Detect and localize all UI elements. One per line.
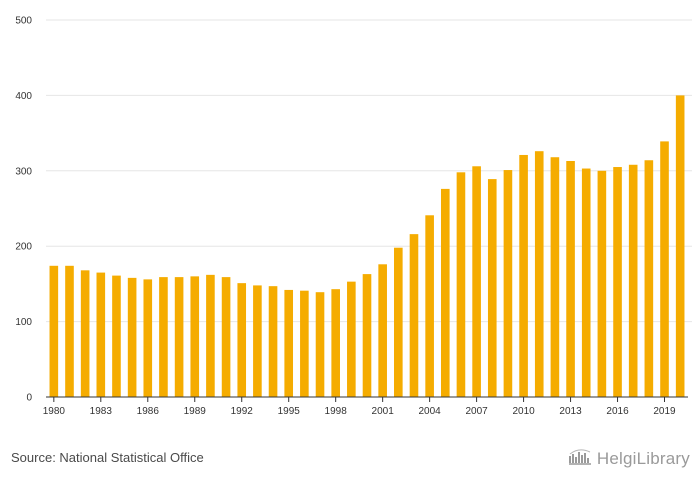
bar-1980[interactable] <box>49 265 59 397</box>
bar-1994[interactable] <box>268 286 278 397</box>
bar-2010[interactable] <box>519 154 528 397</box>
x-tick-label: 2010 <box>512 406 535 417</box>
bar-2003[interactable] <box>409 234 419 397</box>
brand-name: HelgiLibrary <box>596 448 690 468</box>
bar-chart: 0 100 200 300 400 500 1980 1983 1986 1989 1992 199… <box>15 16 692 417</box>
x-tick-label: 1986 <box>137 406 160 417</box>
bar-2012[interactable] <box>550 157 560 397</box>
source-note: Source: National Statistical Office <box>11 450 204 465</box>
bar-1989[interactable] <box>190 276 200 397</box>
y-tick-label: 200 <box>15 242 32 253</box>
x-tick-label: 1995 <box>278 406 301 417</box>
bar-2014[interactable] <box>581 168 591 397</box>
x-tick-label: 2013 <box>559 406 582 417</box>
bar-2011[interactable] <box>534 151 544 397</box>
bar-1986[interactable] <box>143 279 153 397</box>
bar-1997[interactable] <box>315 292 325 397</box>
bar-2020[interactable] <box>675 95 685 398</box>
bar-2013[interactable] <box>566 160 575 397</box>
bar-1990[interactable] <box>206 274 215 397</box>
y-tick-label: 400 <box>15 91 32 102</box>
x-tick-label: 1992 <box>231 406 254 417</box>
x-tick-label: 1989 <box>184 406 207 417</box>
bar-2005[interactable] <box>440 188 450 397</box>
bar-1992[interactable] <box>237 283 247 397</box>
bar-2000[interactable] <box>362 274 372 397</box>
bar-2004[interactable] <box>425 215 434 397</box>
bar-1996[interactable] <box>300 290 309 397</box>
bar-1985[interactable] <box>127 277 137 397</box>
bar-1998[interactable] <box>331 289 340 397</box>
bar-1999[interactable] <box>347 281 356 397</box>
x-tick-label: 2004 <box>419 406 442 417</box>
y-tick-label: 300 <box>15 166 32 177</box>
bar-1983[interactable] <box>96 272 106 397</box>
bar-2008[interactable] <box>487 179 497 397</box>
x-tick-label: 2001 <box>372 406 395 417</box>
helgi-library-icon <box>567 446 593 471</box>
bar-2007[interactable] <box>472 166 481 397</box>
bar-2002[interactable] <box>394 247 403 397</box>
bars <box>49 95 685 398</box>
bar-1984[interactable] <box>112 275 121 397</box>
bar-2001[interactable] <box>378 264 387 397</box>
x-tick-label: 1983 <box>90 406 113 417</box>
bar-2017[interactable] <box>628 164 638 397</box>
bar-2009[interactable] <box>503 170 513 397</box>
bar-1988[interactable] <box>174 277 184 397</box>
y-tick-label: 500 <box>15 16 32 27</box>
bar-2006[interactable] <box>456 172 466 397</box>
y-tick-label: 0 <box>26 393 32 404</box>
x-tick-label: 2016 <box>606 406 629 417</box>
bar-1995[interactable] <box>284 289 294 397</box>
bar-1993[interactable] <box>253 285 262 397</box>
bar-1987[interactable] <box>159 277 168 397</box>
x-tick-label: 2019 <box>653 406 676 417</box>
x-tick-label: 2007 <box>465 406 488 417</box>
x-tick-label: 1998 <box>325 406 348 417</box>
brand-logo[interactable]: HelgiLibrary <box>567 446 690 471</box>
bar-1991[interactable] <box>221 277 231 397</box>
y-tick-label: 100 <box>15 317 32 328</box>
y-axis-ticks: 0 100 200 300 400 500 <box>15 16 32 404</box>
x-axis-ticks: 1980 1983 1986 1989 1992 1995 1998 2001 2004 2007… <box>43 397 676 417</box>
bar-2016[interactable] <box>613 167 622 397</box>
bar-1981[interactable] <box>65 265 74 397</box>
bar-2015[interactable] <box>597 170 607 397</box>
bar-1982[interactable] <box>80 270 90 397</box>
bar-2019[interactable] <box>660 141 669 397</box>
x-tick-label: 1980 <box>43 406 66 417</box>
bar-2018[interactable] <box>644 160 654 397</box>
